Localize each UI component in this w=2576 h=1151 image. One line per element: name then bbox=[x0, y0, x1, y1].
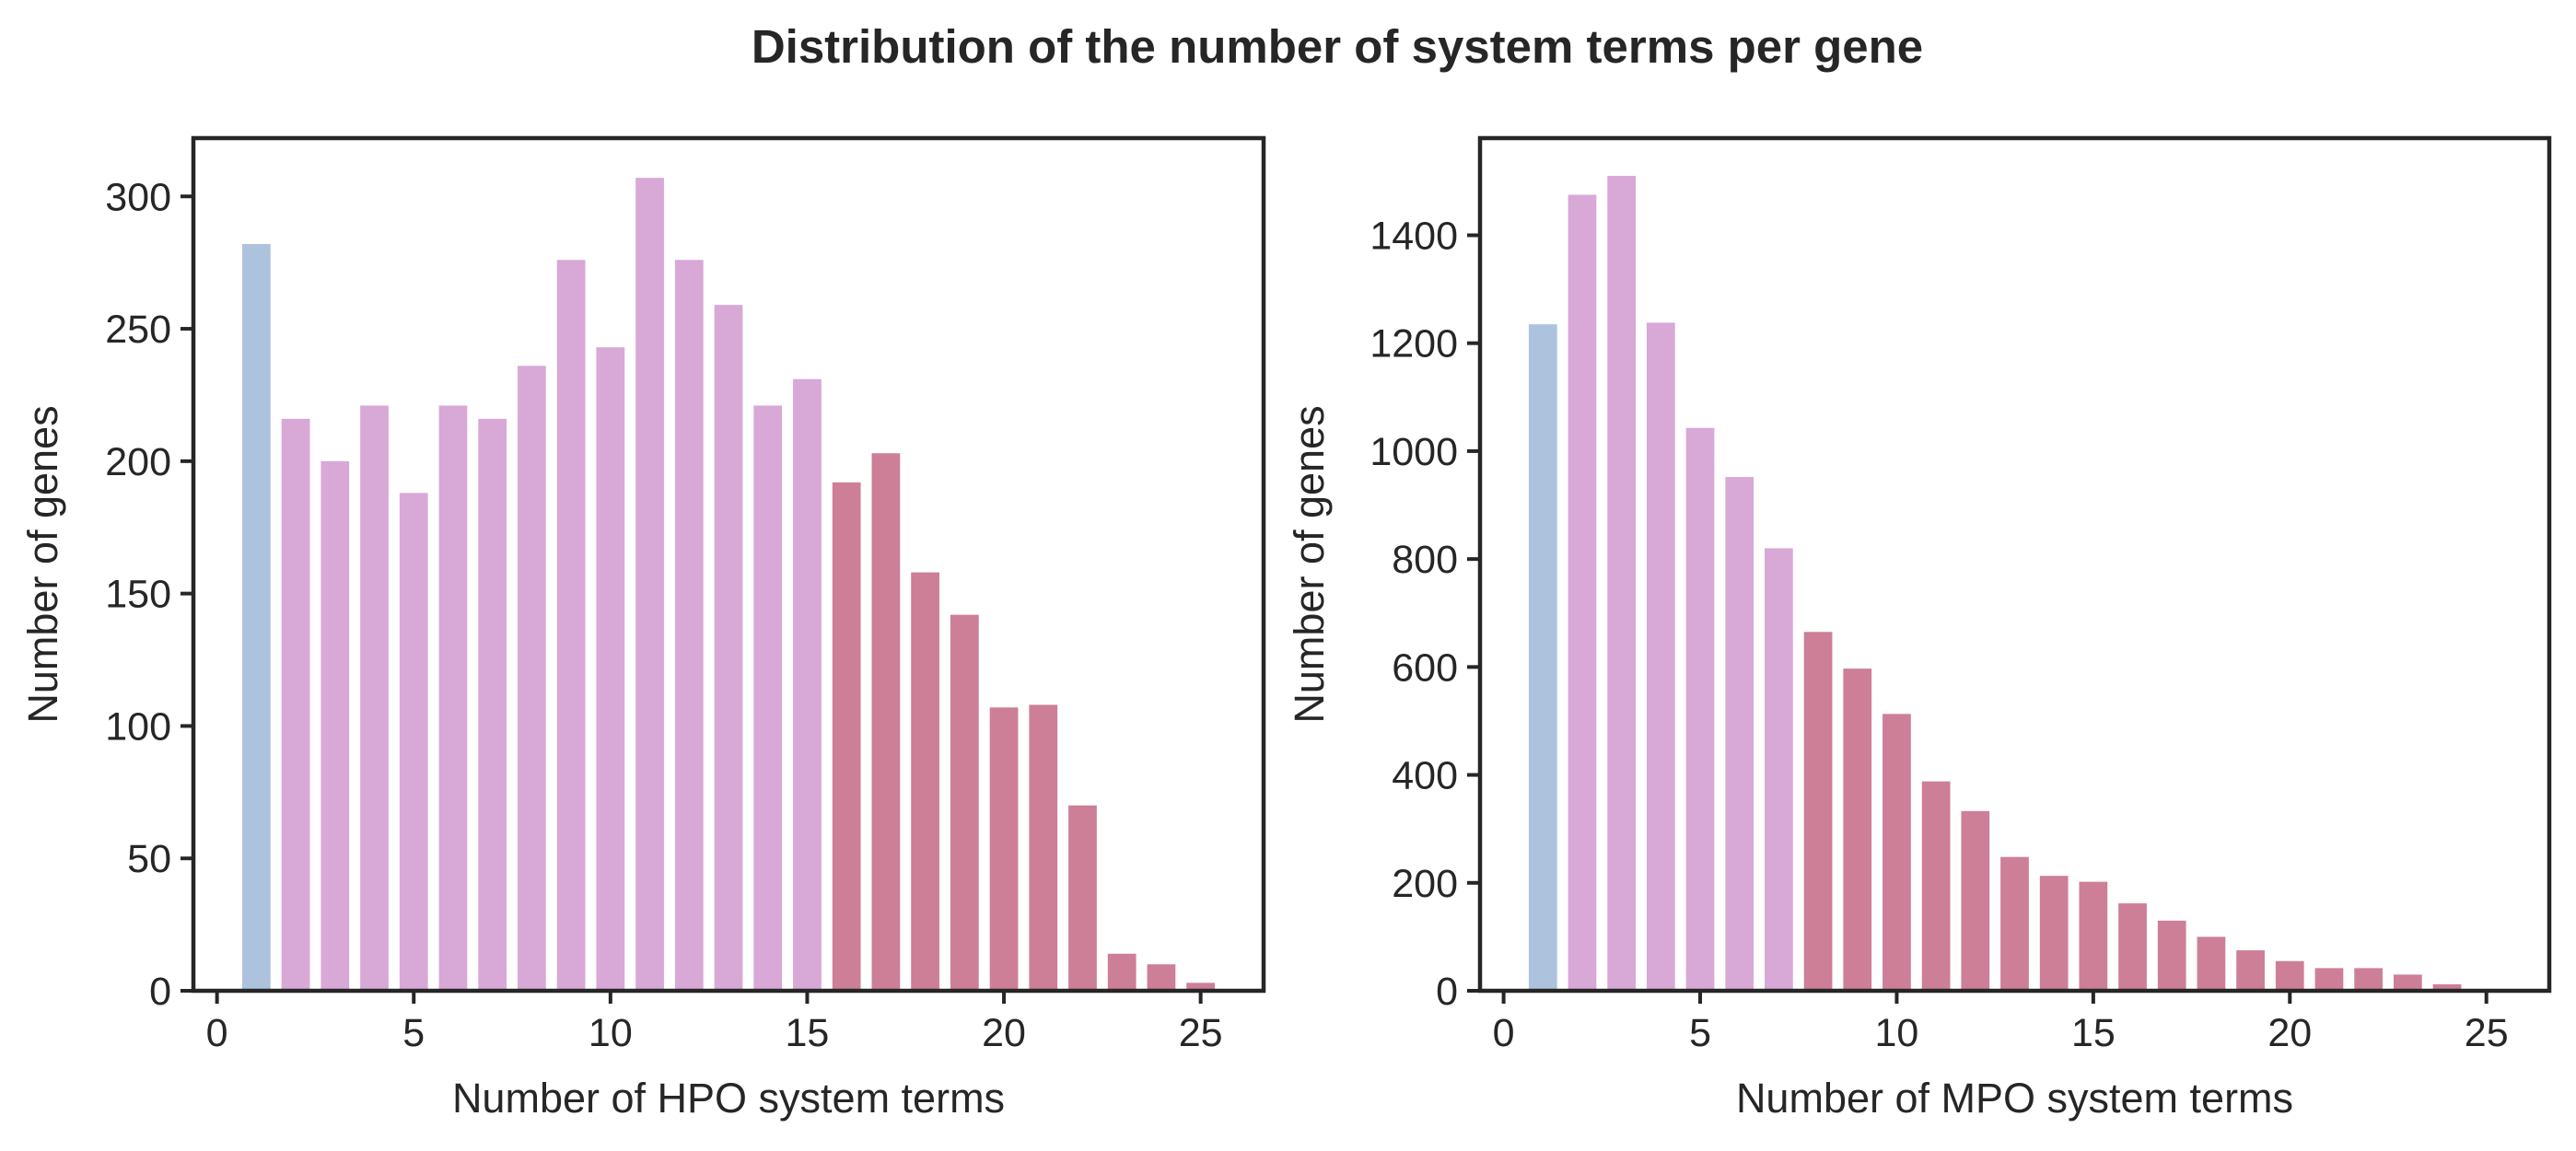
y-tick-label: 800 bbox=[1392, 538, 1458, 582]
bar-21 bbox=[1029, 704, 1058, 991]
bar-21 bbox=[2314, 968, 2344, 991]
x-axis-label: Number of HPO system terms bbox=[452, 1075, 1005, 1122]
bar-4 bbox=[1646, 322, 1675, 991]
x-tick-label: 15 bbox=[786, 1011, 830, 1055]
y-tick-label: 200 bbox=[105, 440, 171, 484]
x-tick-label: 20 bbox=[2267, 1011, 2312, 1055]
bar-13 bbox=[2000, 856, 2029, 991]
bar-10 bbox=[1882, 714, 1911, 991]
y-tick-label: 400 bbox=[1392, 754, 1458, 798]
bar-17 bbox=[871, 453, 901, 991]
bar-23 bbox=[1107, 953, 1136, 991]
x-tick-label: 10 bbox=[589, 1011, 633, 1055]
bar-12 bbox=[674, 260, 704, 991]
bar-9 bbox=[1843, 669, 1872, 991]
bar-24 bbox=[1147, 964, 1176, 991]
bar-22 bbox=[2354, 968, 2384, 991]
y-tick-label: 200 bbox=[1392, 862, 1458, 906]
bar-18 bbox=[911, 572, 939, 991]
bar-22 bbox=[1068, 805, 1097, 991]
y-axis-label: Number of genes bbox=[1286, 405, 1333, 723]
bar-9 bbox=[556, 260, 586, 991]
bar-11 bbox=[635, 178, 664, 991]
y-tick-label: 0 bbox=[149, 970, 171, 1014]
bar-19 bbox=[2236, 950, 2265, 991]
bar-19 bbox=[950, 614, 979, 991]
x-tick-label: 20 bbox=[982, 1011, 1026, 1055]
bar-24 bbox=[2432, 983, 2462, 991]
bar-20 bbox=[989, 707, 1019, 991]
y-tick-label: 1000 bbox=[1370, 430, 1458, 474]
bar-20 bbox=[2275, 960, 2304, 991]
x-tick-label: 15 bbox=[2071, 1011, 2116, 1055]
bar-25 bbox=[1186, 982, 1216, 991]
figure-title: Distribution of the number of system ter… bbox=[752, 20, 1923, 73]
bar-5 bbox=[1685, 427, 1715, 991]
plot-frame bbox=[1477, 135, 2552, 994]
bar-3 bbox=[1607, 176, 1637, 991]
bar-13 bbox=[714, 305, 743, 991]
bar-7 bbox=[478, 418, 507, 992]
x-tick-label: 25 bbox=[2465, 1011, 2509, 1055]
bar-6 bbox=[1725, 477, 1754, 991]
bar-4 bbox=[360, 405, 389, 991]
bar-3 bbox=[321, 460, 350, 991]
bar-15 bbox=[2079, 881, 2108, 991]
bar-7 bbox=[1765, 548, 1793, 991]
bar-23 bbox=[2393, 974, 2422, 991]
bar-14 bbox=[753, 405, 783, 991]
bar-17 bbox=[2157, 920, 2186, 991]
bar-16 bbox=[832, 482, 861, 991]
y-tick-label: 1200 bbox=[1370, 322, 1458, 366]
bar-8 bbox=[518, 366, 546, 991]
y-tick-label: 50 bbox=[127, 837, 171, 881]
x-tick-label: 5 bbox=[402, 1011, 425, 1055]
x-tick-label: 25 bbox=[1179, 1011, 1223, 1055]
bar-6 bbox=[438, 405, 468, 991]
chart-panel-2: 0 5 10 15 20 25 0 200 400 600 800 1000 1200 1400 Numbe… bbox=[1286, 135, 2552, 1122]
y-tick-label: 0 bbox=[1436, 970, 1458, 1014]
bar-2 bbox=[1568, 194, 1597, 992]
bar-14 bbox=[2039, 876, 2069, 991]
bar-11 bbox=[1921, 781, 1951, 991]
bar-18 bbox=[2197, 936, 2226, 991]
plot-frame bbox=[191, 135, 1266, 994]
bar-16 bbox=[2118, 903, 2147, 991]
bar-1 bbox=[1528, 324, 1557, 992]
bar-2 bbox=[281, 418, 310, 992]
y-tick-label: 100 bbox=[105, 704, 171, 749]
bar-5 bbox=[399, 493, 428, 991]
bar-8 bbox=[1803, 632, 1833, 991]
x-tick-label: 0 bbox=[206, 1011, 228, 1055]
y-tick-label: 300 bbox=[105, 175, 171, 219]
y-tick-label: 1400 bbox=[1370, 214, 1458, 258]
x-axis-label: Number of MPO system terms bbox=[1736, 1075, 2293, 1122]
bar-15 bbox=[793, 378, 822, 991]
x-tick-label: 0 bbox=[1493, 1011, 1515, 1055]
x-tick-label: 10 bbox=[1875, 1011, 1919, 1055]
x-tick-label: 5 bbox=[1689, 1011, 1711, 1055]
y-tick-label: 600 bbox=[1392, 645, 1458, 690]
y-tick-label: 250 bbox=[105, 308, 171, 352]
bar-12 bbox=[1961, 810, 1990, 991]
y-tick-label: 150 bbox=[105, 573, 171, 617]
bar-1 bbox=[241, 244, 271, 991]
bar-10 bbox=[596, 347, 625, 991]
y-axis-label: Number of genes bbox=[19, 405, 66, 723]
